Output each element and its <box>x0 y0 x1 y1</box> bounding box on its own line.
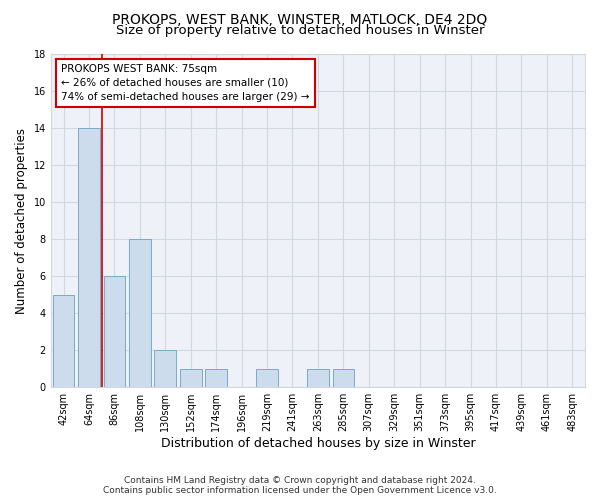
Bar <box>104 276 125 387</box>
Bar <box>332 368 354 387</box>
Bar <box>256 368 278 387</box>
Bar <box>129 239 151 387</box>
Bar <box>307 368 329 387</box>
Bar <box>205 368 227 387</box>
Bar <box>154 350 176 387</box>
Text: PROKOPS, WEST BANK, WINSTER, MATLOCK, DE4 2DQ: PROKOPS, WEST BANK, WINSTER, MATLOCK, DE… <box>112 12 488 26</box>
Bar <box>78 128 100 387</box>
X-axis label: Distribution of detached houses by size in Winster: Distribution of detached houses by size … <box>161 437 475 450</box>
Y-axis label: Number of detached properties: Number of detached properties <box>15 128 28 314</box>
Text: Size of property relative to detached houses in Winster: Size of property relative to detached ho… <box>116 24 484 37</box>
Text: Contains HM Land Registry data © Crown copyright and database right 2024.
Contai: Contains HM Land Registry data © Crown c… <box>103 476 497 495</box>
Bar <box>53 294 74 387</box>
Text: PROKOPS WEST BANK: 75sqm
← 26% of detached houses are smaller (10)
74% of semi-d: PROKOPS WEST BANK: 75sqm ← 26% of detach… <box>61 64 310 102</box>
Bar <box>180 368 202 387</box>
